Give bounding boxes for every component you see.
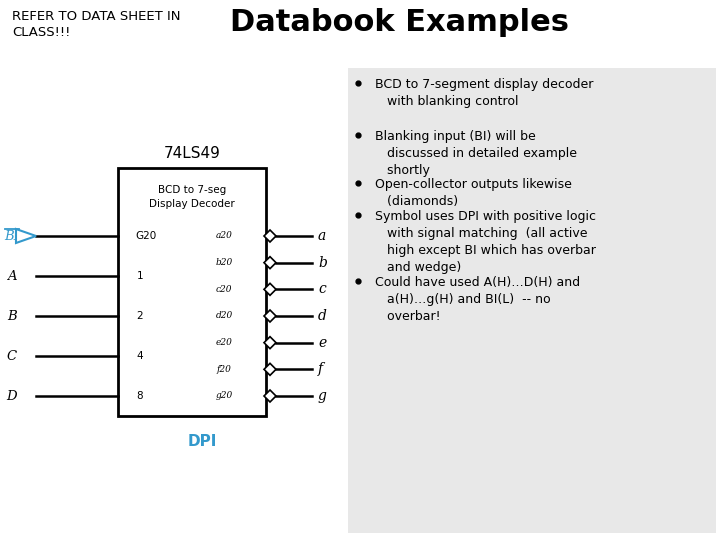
Text: c: c bbox=[318, 282, 325, 296]
Text: 74LS49: 74LS49 bbox=[163, 146, 220, 161]
Polygon shape bbox=[264, 363, 276, 375]
Text: b: b bbox=[318, 255, 327, 269]
Text: Could have used A(H)…D(H) and
   a(H)…g(H) and BI(L)  -- no
   overbar!: Could have used A(H)…D(H) and a(H)…g(H) … bbox=[375, 276, 580, 323]
Text: Blanking input (BI) will be
   discussed in detailed example
   shortly: Blanking input (BI) will be discussed in… bbox=[375, 130, 577, 177]
Polygon shape bbox=[264, 310, 276, 322]
Text: C: C bbox=[7, 349, 17, 362]
Polygon shape bbox=[264, 230, 276, 242]
Text: g20: g20 bbox=[215, 392, 233, 401]
Text: b20: b20 bbox=[215, 258, 233, 267]
Text: DPI: DPI bbox=[187, 434, 217, 449]
Text: D: D bbox=[6, 389, 17, 402]
Text: Display Decoder: Display Decoder bbox=[149, 199, 235, 209]
Bar bbox=[348, 68, 716, 533]
Text: 1: 1 bbox=[137, 271, 143, 281]
Text: BCD to 7-segment display decoder
   with blanking control: BCD to 7-segment display decoder with bl… bbox=[375, 78, 593, 108]
Text: a20: a20 bbox=[215, 232, 233, 240]
Text: a: a bbox=[318, 229, 326, 243]
Bar bbox=[118, 168, 266, 416]
Text: d20: d20 bbox=[215, 312, 233, 321]
Polygon shape bbox=[264, 336, 276, 349]
Polygon shape bbox=[264, 256, 276, 269]
Text: REFER TO DATA SHEET IN
CLASS!!!: REFER TO DATA SHEET IN CLASS!!! bbox=[12, 10, 181, 39]
Text: B: B bbox=[7, 309, 17, 322]
Polygon shape bbox=[264, 284, 276, 295]
Text: 8: 8 bbox=[137, 391, 143, 401]
Text: G20: G20 bbox=[135, 231, 157, 241]
Text: Symbol uses DPI with positive logic
   with signal matching  (all active
   high: Symbol uses DPI with positive logic with… bbox=[375, 210, 596, 274]
Text: f: f bbox=[318, 362, 323, 376]
Text: e20: e20 bbox=[215, 338, 233, 347]
Text: 4: 4 bbox=[137, 351, 143, 361]
Text: g: g bbox=[318, 389, 327, 403]
Text: BI: BI bbox=[4, 231, 19, 244]
Text: A: A bbox=[7, 269, 17, 282]
Polygon shape bbox=[16, 229, 36, 243]
Text: d: d bbox=[318, 309, 327, 323]
Text: BCD to 7-seg: BCD to 7-seg bbox=[158, 185, 226, 195]
Polygon shape bbox=[264, 390, 276, 402]
Text: f20: f20 bbox=[217, 365, 231, 374]
Text: e: e bbox=[318, 336, 326, 350]
Text: Databook Examples: Databook Examples bbox=[230, 8, 570, 37]
Text: 2: 2 bbox=[137, 311, 143, 321]
Text: Open-collector outputs likewise
   (diamonds): Open-collector outputs likewise (diamond… bbox=[375, 178, 572, 208]
Text: c20: c20 bbox=[216, 285, 233, 294]
